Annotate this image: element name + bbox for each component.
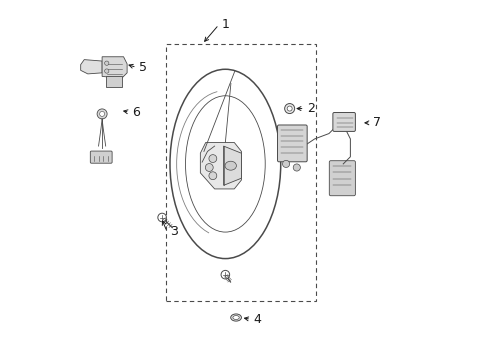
Circle shape [158,213,167,222]
Text: 1: 1 [221,18,229,31]
Ellipse shape [186,96,265,232]
Polygon shape [106,76,122,87]
Circle shape [293,164,300,171]
Text: 7: 7 [373,116,381,129]
Text: 2: 2 [307,102,315,115]
Ellipse shape [233,316,239,319]
Circle shape [285,104,294,113]
Ellipse shape [231,314,242,321]
Circle shape [283,160,290,167]
Circle shape [97,109,107,119]
Polygon shape [200,143,242,189]
FancyBboxPatch shape [329,161,355,196]
Text: 4: 4 [253,313,262,326]
Circle shape [104,69,109,73]
Circle shape [209,155,217,162]
FancyBboxPatch shape [333,112,355,131]
Ellipse shape [225,161,237,170]
Text: 6: 6 [132,105,140,119]
FancyBboxPatch shape [90,151,112,163]
Polygon shape [81,60,102,74]
Circle shape [209,172,217,180]
Bar [167,44,317,301]
Text: 5: 5 [139,61,147,74]
FancyBboxPatch shape [277,125,307,162]
Circle shape [287,106,292,111]
Polygon shape [102,57,127,78]
Circle shape [99,111,104,116]
Circle shape [104,61,109,65]
Circle shape [205,163,213,171]
Text: 3: 3 [170,225,177,238]
Ellipse shape [170,69,281,258]
Circle shape [221,270,230,279]
Polygon shape [223,146,242,185]
